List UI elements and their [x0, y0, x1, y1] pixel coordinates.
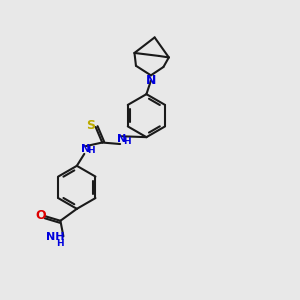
- Text: S: S: [86, 119, 95, 132]
- Text: NH: NH: [46, 232, 64, 242]
- Text: N: N: [81, 143, 90, 154]
- Text: H: H: [57, 239, 64, 248]
- Text: H: H: [123, 137, 130, 146]
- Text: H: H: [87, 146, 95, 155]
- Text: N: N: [146, 74, 156, 87]
- Text: N: N: [117, 134, 126, 144]
- Text: O: O: [35, 208, 46, 222]
